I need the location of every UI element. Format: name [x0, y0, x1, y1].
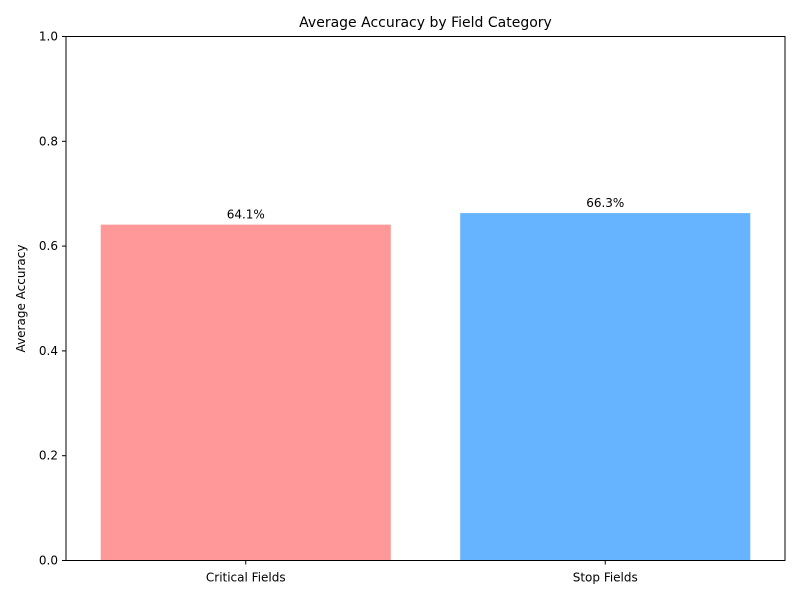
bar-value-label: 66.3%: [586, 196, 624, 210]
bar: [100, 224, 391, 561]
y-tick-label: 0.4: [39, 344, 58, 358]
bar: [460, 213, 751, 561]
data-labels-layer: 64.1% 66.3%: [227, 196, 625, 222]
bar-value-label: 64.1%: [227, 208, 265, 222]
y-tick-label: 1.0: [39, 30, 58, 44]
y-tick-label: 0.8: [39, 134, 58, 148]
y-tick-label: 0.6: [39, 239, 58, 253]
y-axis-label: Average Accuracy: [14, 245, 28, 353]
y-tick-label: 0.2: [39, 449, 58, 463]
y-axis: 0.0 0.2 0.4 0.6 0.8 1.0: [39, 30, 66, 568]
chart-title: Average Accuracy by Field Category: [299, 15, 552, 31]
y-tick-label: 0.0: [39, 554, 58, 568]
x-tick-label: Critical Fields: [206, 571, 286, 585]
bars-layer: [100, 213, 751, 561]
x-axis: Critical Fields Stop Fields: [206, 560, 638, 585]
x-tick-label: Stop Fields: [573, 571, 638, 585]
plot-frame: [65, 36, 786, 561]
